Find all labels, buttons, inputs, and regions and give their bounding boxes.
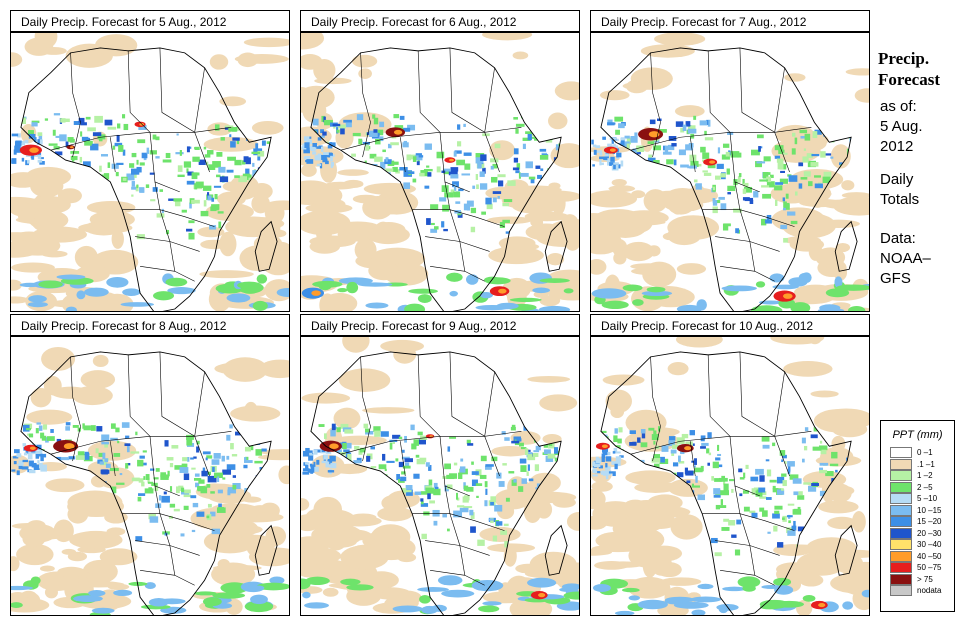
legend-item: 0 –1	[881, 447, 954, 459]
legend-item: 50 –75	[881, 562, 954, 574]
legend-item: 10 –15	[881, 504, 954, 517]
legend-label: 0 –1	[917, 448, 933, 458]
legend-item: 20 –30	[881, 527, 954, 540]
legend-label: 50 –75	[917, 563, 942, 573]
panel-title: Daily Precip. Forecast for 9 Aug., 2012	[300, 314, 580, 336]
title-line: Precip.	[878, 49, 930, 68]
panel-title: Daily Precip. Forecast for 8 Aug., 2012	[10, 314, 290, 336]
panel-title: Daily Precip. Forecast for 10 Aug., 2012	[590, 314, 870, 336]
legend-label: nodata	[917, 586, 942, 596]
source-label: NOAA–	[880, 250, 931, 267]
precip-legend: PPT (mm) 0 –1.1 –1 1 –2 2 –5 5 –10 10 –15 15 …	[880, 420, 955, 612]
legend-item: 5 –10	[881, 493, 954, 505]
legend-swatch	[890, 573, 912, 585]
legend-label: 20 –30	[917, 528, 942, 538]
legend-label: 10 –15	[917, 505, 942, 515]
period-block: Daily Totals	[880, 170, 965, 210]
legend-swatch	[890, 562, 912, 574]
precip-map	[590, 336, 870, 616]
legend-swatch	[890, 493, 912, 505]
asof-date: 5 Aug.	[880, 118, 923, 135]
source-label: GFS	[880, 270, 911, 287]
legend-swatch	[890, 447, 912, 459]
legend-label: 30 –40	[917, 540, 942, 550]
legend-label: 2 –5	[917, 482, 933, 492]
legend-item: 40 –50	[881, 550, 954, 563]
panel-title: Daily Precip. Forecast for 6 Aug., 2012	[300, 10, 580, 32]
precip-map	[300, 32, 580, 312]
period-label: Totals	[880, 191, 920, 208]
legend-rows: 0 –1.1 –1 1 –2 2 –5 5 –10 10 –15 15 –20 20 –30…	[881, 447, 954, 597]
legend-item: nodata	[881, 585, 954, 597]
precip-map	[300, 336, 580, 616]
sidebar-title: Precip. Forecast	[878, 48, 963, 90]
legend-swatch	[890, 481, 912, 493]
legend-label: > 75	[917, 574, 933, 584]
legend-swatch	[890, 516, 912, 528]
legend-item: 15 –20	[881, 516, 954, 528]
source-block: Data: NOAA– GFS	[880, 229, 965, 289]
legend-swatch	[890, 458, 912, 470]
legend-swatch	[890, 470, 912, 482]
legend-item: 2 –5	[881, 481, 954, 494]
precip-map	[10, 336, 290, 616]
legend-item: 30 –40	[881, 539, 954, 551]
legend-swatch	[890, 550, 912, 562]
panel-title: Daily Precip. Forecast for 5 Aug., 2012	[10, 10, 290, 32]
legend-label: .1 –1	[917, 459, 935, 469]
asof-block: as of: 5 Aug. 2012	[880, 97, 965, 157]
legend-title: PPT (mm)	[892, 429, 943, 441]
legend-item: .1 –1	[881, 458, 954, 471]
precip-map	[10, 32, 290, 312]
legend-label: 40 –50	[917, 551, 942, 561]
legend-swatch	[890, 585, 912, 597]
source-label: Data:	[880, 230, 916, 247]
panel-title: Daily Precip. Forecast for 7 Aug., 2012	[590, 10, 870, 32]
title-line: Forecast	[878, 70, 940, 89]
legend-label: 5 –10	[917, 494, 938, 504]
asof-label: as of:	[880, 98, 917, 115]
asof-date: 2012	[880, 138, 914, 155]
legend-item: 1 –2	[881, 470, 954, 482]
period-label: Daily	[880, 171, 914, 188]
legend-item: > 75	[881, 573, 954, 586]
legend-swatch	[890, 527, 912, 539]
precip-map	[590, 32, 870, 312]
legend-swatch	[890, 539, 912, 551]
legend-label: 15 –20	[917, 517, 942, 527]
legend-swatch	[890, 504, 912, 516]
legend-label: 1 –2	[917, 471, 933, 481]
